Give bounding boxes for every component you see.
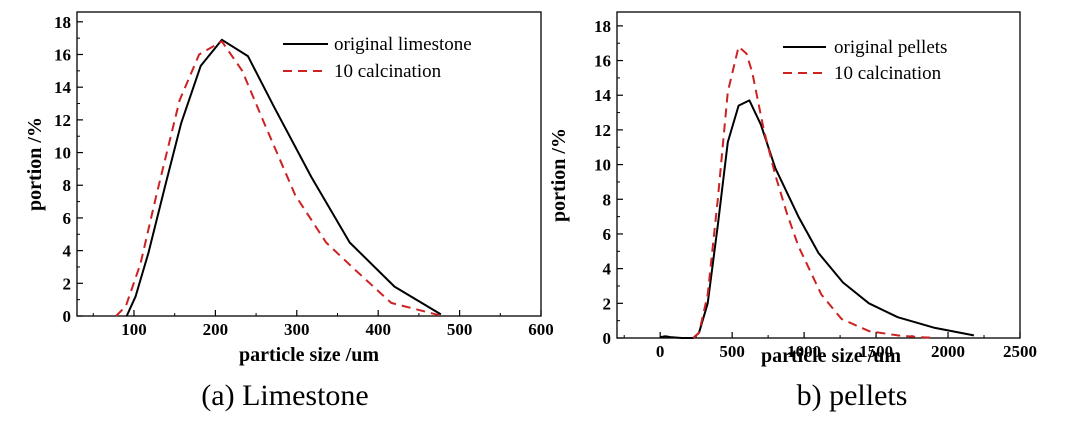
y-axis-title: portion /%	[24, 117, 46, 211]
legend: original limestone 10 calcination	[283, 34, 472, 82]
y-tick-label: 12	[54, 111, 71, 130]
x-tick-label: 100	[121, 320, 147, 339]
tick-labels: 0 500 1000 1500 2000 2500 0 2 4 6 8 10 12 14 16 18	[594, 17, 1037, 361]
series-group	[660, 45, 975, 339]
series-line-original-pellets	[660, 99, 975, 339]
caption-pellets: b) pellets	[797, 379, 908, 412]
y-axis-title: portion /%	[548, 128, 570, 222]
x-tick-label: 300	[284, 320, 310, 339]
y-tick-label: 8	[63, 176, 72, 195]
y-tick-label: 14	[594, 86, 612, 105]
x-tick-label: 500	[447, 320, 473, 339]
x-axis-title: particle size /um	[761, 345, 901, 367]
axis-ticks	[617, 25, 1021, 339]
y-tick-label: 10	[54, 144, 71, 163]
y-tick-label: 18	[594, 17, 611, 36]
x-tick-label: 1000	[787, 342, 821, 361]
x-tick-label: 200	[203, 320, 229, 339]
legend-label-10-calcination: 10 calcination	[334, 61, 442, 82]
y-tick-label: 8	[603, 190, 612, 209]
x-tick-label: 500	[719, 342, 745, 361]
panel-limestone: 100 200 300 400 500 600 0 2 4 6 8 10 12 14 16 18 origin…	[24, 11, 554, 412]
y-tick-label: 18	[54, 13, 71, 32]
y-tick-label: 6	[63, 209, 72, 228]
y-tick-label: 12	[594, 121, 611, 140]
y-tick-label: 2	[63, 274, 72, 293]
y-tick-label: 16	[594, 52, 611, 71]
y-tick-label: 4	[603, 260, 612, 279]
legend-label-original-pellets: original pellets	[834, 37, 947, 58]
plot-frame	[76, 11, 542, 317]
y-tick-label: 2	[603, 294, 612, 313]
plot-frame	[616, 11, 1021, 339]
legend-label-10-calcination: 10 calcination	[834, 63, 942, 84]
series-line-original-limestone	[125, 38, 442, 317]
x-axis-title: particle size /um	[239, 344, 379, 366]
x-tick-label: 0	[656, 342, 665, 361]
panel-pellets: 0 500 1000 1500 2000 2500 0 2 4 6 8 10 12 14 16 18 orig…	[548, 11, 1037, 412]
axis-ticks	[77, 21, 542, 317]
x-tick-label: 600	[528, 320, 554, 339]
caption-limestone: (a) Limestone	[201, 379, 368, 412]
y-tick-label: 10	[594, 156, 611, 175]
series-line-10-calcination	[115, 40, 440, 317]
series-line-10-calcination	[692, 45, 937, 339]
legend-label-original-limestone: original limestone	[334, 34, 472, 55]
tick-labels: 100 200 300 400 500 600 0 2 4 6 8 10 12 14 16 18	[54, 13, 554, 339]
legend: original pellets 10 calcination	[783, 37, 947, 84]
x-tick-label: 2000	[931, 342, 965, 361]
y-tick-label: 6	[603, 225, 612, 244]
x-tick-label: 1500	[859, 342, 893, 361]
y-tick-label: 14	[54, 78, 72, 97]
series-group	[115, 38, 442, 317]
y-tick-label: 0	[603, 329, 612, 348]
y-tick-label: 16	[54, 45, 71, 64]
x-tick-label: 2500	[1003, 342, 1037, 361]
y-tick-label: 0	[63, 307, 72, 326]
y-tick-label: 4	[63, 242, 72, 261]
x-tick-label: 400	[365, 320, 391, 339]
